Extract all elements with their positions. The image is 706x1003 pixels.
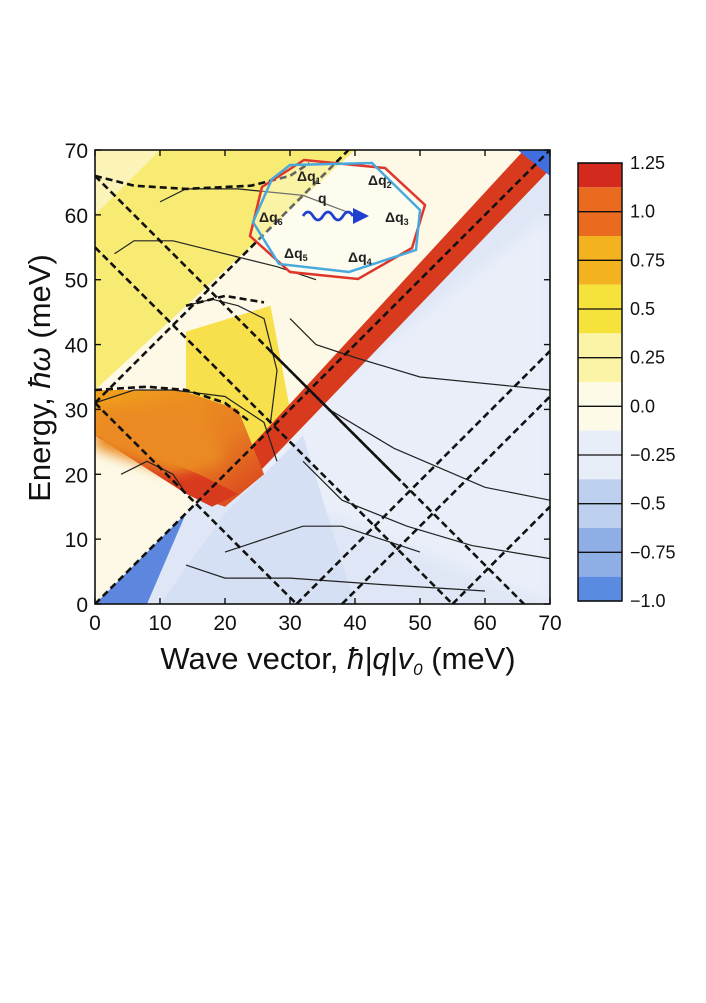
contour-line-3 <box>114 240 317 281</box>
region-upper-yellow <box>95 150 355 390</box>
colorbar: 1.25 1.0 0.75 0.5 0.25 0.0 −0.25 −0.5 −0.75 −1.0 <box>577 153 676 611</box>
x-tick-label-0: 0 <box>89 612 101 635</box>
region-top-left-pale <box>95 150 160 215</box>
dq-label-5: Δq5 <box>284 245 308 263</box>
contour-line-7 <box>302 460 550 560</box>
contour-line-4 <box>159 188 356 216</box>
x-axis-title: Wave vector, ħ|q|v0 (meV) <box>160 641 515 679</box>
inset-blue-polygon <box>251 161 422 274</box>
x-tick-label-6: 60 <box>473 612 496 635</box>
colorbar-tick-label-3: 0.5 <box>630 299 655 319</box>
x-tick-label-7: 70 <box>538 612 561 635</box>
dashed-lines <box>95 150 550 604</box>
x-tick-label-2: 20 <box>213 612 236 635</box>
region-orange-core <box>95 402 225 475</box>
lower-diagonal-31 <box>295 350 550 604</box>
y-tick-label-2: 20 <box>65 464 88 487</box>
diag-offset-31 <box>95 150 350 404</box>
colorbar-tick-label-4: 0.25 <box>630 348 665 368</box>
x-tick-label-5: 50 <box>408 612 431 635</box>
plot-area <box>95 150 550 604</box>
anti-diagonal-55 <box>95 246 454 604</box>
x-tick-label-1: 10 <box>148 612 171 635</box>
anti-diagonal-31 <box>95 401 298 604</box>
anti-diagonal-66 <box>95 174 402 482</box>
y-tick-label-6: 60 <box>65 205 88 228</box>
x-tick-label-4: 40 <box>343 612 366 635</box>
colorbar-tick-label-6: −0.25 <box>630 445 676 465</box>
dashed-curve-2 <box>95 385 252 424</box>
y-tick-label-0: 0 <box>76 594 88 617</box>
contour-line-9 <box>185 564 486 592</box>
y-axis-ticks: 0 10 20 30 40 50 60 70 <box>65 140 550 617</box>
colorbar-tick-label-1: 1.0 <box>630 202 655 222</box>
anti-diagonal-66b <box>269 350 525 604</box>
y-tick-label-4: 40 <box>65 335 88 358</box>
wavy-arrow <box>301 210 355 222</box>
dq-label-4: Δq4 <box>348 249 372 267</box>
dq-label-3: Δq3 <box>385 209 409 227</box>
dq-label-1: Δq1 <box>297 168 321 186</box>
y-tick-label-3: 30 <box>65 399 88 422</box>
region-red-diagonal-band <box>225 150 550 488</box>
plot-frame <box>94 149 551 605</box>
contour-lines <box>95 188 550 592</box>
y-tick-label-1: 10 <box>65 529 88 552</box>
x-axis-ticks: 0 10 20 30 40 50 60 70 <box>89 150 562 635</box>
region-lower-blue-band <box>160 435 355 604</box>
lower-diagonal-38 <box>341 395 550 604</box>
x-tick-label-3: 30 <box>278 612 301 635</box>
dq-label-6: Δq6 <box>259 209 283 227</box>
region-lower-right-faint <box>225 214 550 604</box>
colorbar-band-0 <box>578 163 622 188</box>
colorbar-tick-label-9: −1.0 <box>630 591 666 611</box>
colorbar-band-9 <box>578 576 622 601</box>
dashed-curve-3 <box>185 294 265 307</box>
wavy-arrow-head <box>353 208 369 224</box>
colorbar-tick-label-5: 0.0 <box>630 396 655 416</box>
q-label: q <box>318 190 327 206</box>
colorbar-tick-label-7: −0.5 <box>630 494 666 514</box>
contour-line-5 <box>289 318 550 391</box>
y-tick-label-5: 50 <box>65 270 88 293</box>
dashed-curve-1 <box>95 161 311 191</box>
dq-label-2: Δq2 <box>368 172 392 190</box>
y-tick-label-7: 70 <box>65 140 88 163</box>
upper-edge-diagonal <box>95 150 550 604</box>
colorbar-tick-label-0: 1.25 <box>630 153 665 173</box>
colorbar-frame <box>577 162 623 602</box>
contour-line-8 <box>224 525 421 553</box>
y-axis-title: Energy, ħω (meV) <box>22 254 57 502</box>
lower-diagonal-55 <box>451 505 550 604</box>
colorbar-tick-label-8: −0.75 <box>630 542 676 562</box>
colorbar-tick-label-2: 0.75 <box>630 250 665 270</box>
